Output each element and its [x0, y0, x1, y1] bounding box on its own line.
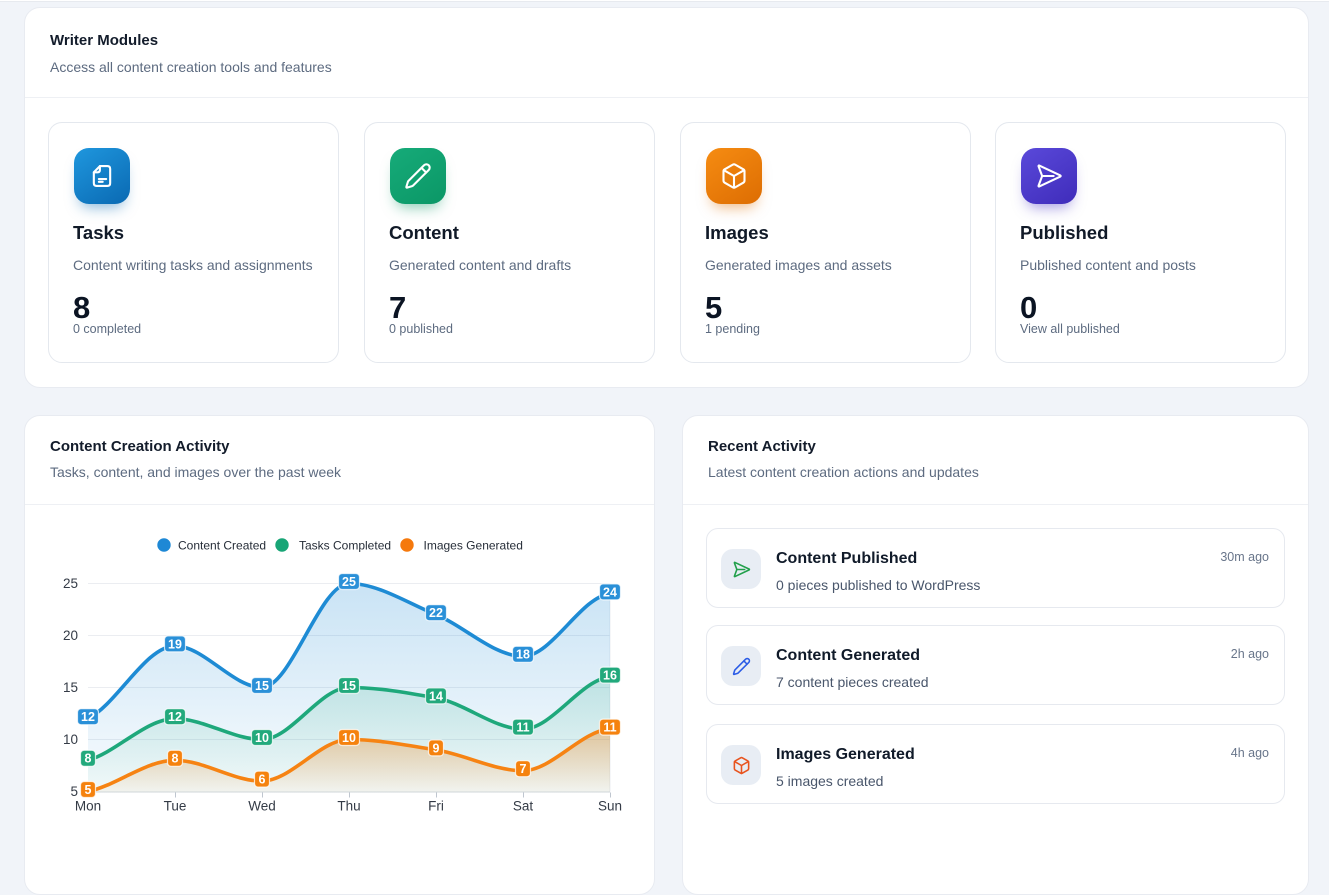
- svg-text:Mon: Mon: [75, 799, 101, 814]
- svg-text:19: 19: [168, 637, 182, 651]
- svg-text:11: 11: [516, 721, 529, 735]
- svg-text:15: 15: [342, 679, 356, 693]
- svg-text:6: 6: [259, 773, 266, 787]
- svg-text:Tasks Completed: Tasks Completed: [299, 539, 391, 553]
- svg-text:25: 25: [342, 575, 356, 589]
- svg-text:5: 5: [70, 784, 78, 799]
- svg-text:15: 15: [255, 679, 269, 693]
- svg-text:9: 9: [433, 741, 440, 755]
- svg-text:Thu: Thu: [337, 799, 360, 814]
- svg-text:5: 5: [85, 783, 92, 797]
- svg-text:25: 25: [63, 576, 78, 591]
- svg-text:11: 11: [603, 721, 616, 735]
- svg-text:20: 20: [63, 628, 78, 643]
- svg-text:14: 14: [429, 689, 443, 703]
- svg-text:18: 18: [516, 648, 530, 662]
- svg-text:15: 15: [63, 680, 78, 695]
- svg-text:Tue: Tue: [164, 799, 187, 814]
- svg-text:8: 8: [172, 752, 179, 766]
- svg-text:10: 10: [63, 732, 78, 747]
- svg-text:10: 10: [255, 731, 269, 745]
- svg-text:Wed: Wed: [248, 799, 276, 814]
- svg-text:10: 10: [342, 731, 356, 745]
- svg-text:12: 12: [168, 710, 182, 724]
- svg-text:Sat: Sat: [513, 799, 534, 814]
- svg-text:12: 12: [81, 710, 95, 724]
- svg-text:22: 22: [429, 606, 443, 620]
- svg-text:7: 7: [520, 762, 527, 776]
- svg-text:16: 16: [603, 669, 617, 683]
- svg-text:24: 24: [603, 585, 617, 599]
- svg-text:8: 8: [85, 752, 92, 766]
- svg-text:Images Generated: Images Generated: [424, 539, 523, 553]
- svg-text:Content Created: Content Created: [178, 539, 266, 553]
- svg-text:Fri: Fri: [428, 799, 444, 814]
- svg-text:Sun: Sun: [598, 799, 622, 814]
